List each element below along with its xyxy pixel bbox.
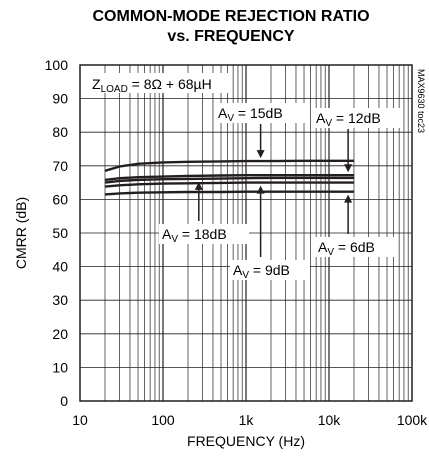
series-labels: AV = 15dB AV = 12dB AV = 18dB AV = 9dB AV = … [159,103,403,281]
plot-frame [79,64,413,402]
x-tick-label: 10k [318,412,342,428]
series-label-text: AV = 9dB [233,262,290,281]
y-axis-label: CMRR (dB) [13,197,29,269]
series-line-1 [104,174,354,182]
series-layer [104,159,354,196]
chart-title-line1: COMMON-MODE REJECTION RATIO [92,8,369,25]
series-label-text: AV = 18dB [162,226,227,245]
chart-title-line2: vs. FREQUENCY [167,28,294,45]
series-arrow-head [256,150,265,159]
y-tick-label: 40 [52,259,68,275]
series-label-1: AV = 12dB [313,108,403,173]
x-tick-label: 1k [239,412,255,428]
series-line-4 [104,190,354,196]
figure-code: MAX9630 toc23 [416,69,426,133]
series-arrow-head [256,185,265,194]
x-axis-label: FREQUENCY (Hz) [187,433,305,449]
condition-main: Z [92,76,101,92]
y-tick-label: 10 [52,359,68,375]
x-tick-label: 100k [397,412,428,428]
series-arrow-head [194,181,203,190]
y-tick-label: 60 [52,191,68,207]
series-arrow-head [344,164,353,173]
y-tick-label: 70 [52,158,68,174]
condition-label: ZLOAD = 8Ω + 68µH [92,76,212,95]
series-label-2: AV = 18dB [159,181,249,245]
series-line-2 [104,176,354,184]
series-label-4: AV = 6dB [315,194,395,258]
y-tick-label: 80 [52,124,68,140]
y-tick-label: 20 [52,326,68,342]
series-label-3: AV = 9dB [230,185,310,281]
y-tick-label: 50 [52,225,68,241]
series-line-3 [104,181,354,188]
y-tick-label: 90 [52,91,68,107]
y-tick-label: 30 [52,292,68,308]
y-tick-label: 0 [60,393,68,409]
series-label-bg [315,237,395,257]
series-line-0 [104,159,354,172]
series-label-bg [159,224,249,244]
series-label-text: AV = 12dB [316,110,381,129]
series-label-bg [313,108,403,128]
series-label-text: AV = 15dB [218,105,283,124]
series-arrow-head [344,194,353,203]
y-tick-label: 100 [45,57,69,73]
condition-sub: LOAD [101,84,128,95]
series-label-bg [215,103,305,123]
series-label-0: AV = 15dB [215,103,305,159]
x-tick-label: 100 [151,412,175,428]
x-tick-label: 10 [72,412,88,428]
condition-label-bg [88,73,230,93]
series-label-text: AV = 6dB [318,239,375,258]
condition-rest: = 8Ω + 68µH [128,76,212,92]
series-label-bg [230,260,310,280]
